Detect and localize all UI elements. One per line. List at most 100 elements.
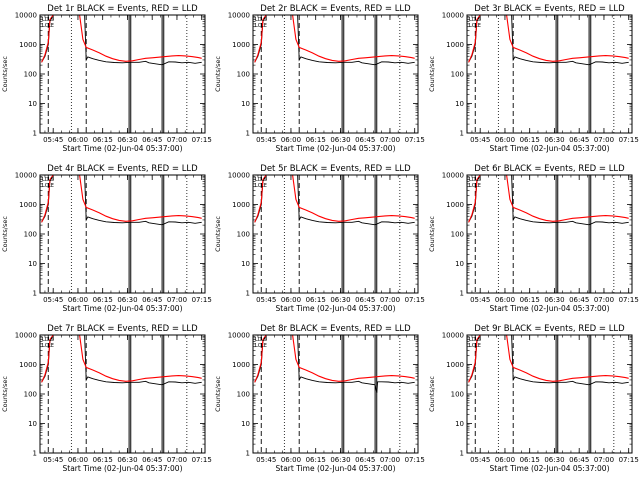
- series-group: [468, 15, 629, 66]
- y-tick-label: 1000: [446, 41, 464, 49]
- y-tick-label: 1000: [19, 41, 37, 49]
- y-tick-label: 10: [28, 100, 37, 108]
- x-tick-label: 05:45: [256, 136, 276, 144]
- y-tick-label: 10000: [15, 12, 37, 20]
- legend-marker-label: LE: [48, 343, 54, 349]
- x-tick-label: 05:45: [470, 456, 490, 464]
- lld-series-line: [468, 335, 629, 383]
- x-axis-label: Start Time (02-Jun-04 05:37:00): [276, 464, 396, 473]
- events-series-line: [468, 335, 629, 386]
- x-tick-label: 07:15: [192, 296, 212, 304]
- legend-marker-label: LD: [42, 337, 49, 343]
- y-tick-label: 10: [241, 260, 250, 268]
- legend-marker-label: LE: [261, 183, 267, 189]
- legend-marker-label: LE: [261, 343, 267, 349]
- legend-marker-label: LD: [255, 17, 262, 23]
- panel-title: Det 6r BLACK = Events, RED = LLD: [474, 164, 625, 174]
- x-tick-label: 07:15: [192, 136, 212, 144]
- legend-marker-label: LS: [475, 337, 481, 343]
- x-tick-label: 06:30: [117, 136, 137, 144]
- x-tick-label: 06:30: [544, 136, 564, 144]
- x-tick-label: 06:00: [281, 296, 301, 304]
- x-tick-label: 05:45: [470, 296, 490, 304]
- events-series-line: [254, 15, 415, 66]
- x-axis-label: Start Time (02-Jun-04 05:37:00): [63, 304, 183, 313]
- legend-marker-label: LS: [48, 177, 54, 183]
- x-tick-label: 06:00: [495, 136, 515, 144]
- x-axis-label: Start Time (02-Jun-04 05:37:00): [276, 304, 396, 313]
- x-tick-label: 07:15: [405, 456, 425, 464]
- x-tick-label: 07:00: [594, 296, 614, 304]
- y-tick-label: 10: [28, 420, 37, 428]
- legend-marker-label: LE: [48, 23, 54, 29]
- legend-marker-label: LS: [48, 337, 54, 343]
- detector-panel: Det 2r BLACK = Events, RED = LLD Counts/s…: [214, 4, 425, 153]
- legend-marker-label: LC: [469, 343, 476, 349]
- x-tick-label: 07:15: [619, 136, 639, 144]
- legend-marker-label: LC: [42, 23, 49, 29]
- y-tick-label: 100: [451, 231, 464, 239]
- y-tick-label: 100: [237, 71, 250, 79]
- lld-series-line: [41, 15, 202, 63]
- y-tick-label: 1: [460, 450, 464, 458]
- x-tick-label: 06:00: [281, 456, 301, 464]
- x-tick-label: 07:00: [380, 456, 400, 464]
- y-tick-label: 1000: [232, 201, 250, 209]
- y-tick-label: 10000: [15, 172, 37, 180]
- series-group: [468, 335, 629, 386]
- y-tick-label: 10: [455, 420, 464, 428]
- y-tick-label: 1: [246, 450, 250, 458]
- x-tick-label: 06:00: [495, 456, 515, 464]
- detector-panel: Det 7r BLACK = Events, RED = LLD Counts/s…: [1, 324, 212, 473]
- legend-marker-label: LD: [469, 337, 476, 343]
- legend-marker-label: LS: [48, 17, 54, 23]
- y-tick-label: 100: [24, 391, 37, 399]
- x-tick-label: 06:30: [117, 296, 137, 304]
- lld-series-line: [254, 175, 415, 223]
- plot-frame: [466, 174, 633, 294]
- x-tick-label: 06:45: [355, 136, 375, 144]
- y-axis-label: Counts/sec: [428, 376, 436, 412]
- y-tick-label: 1000: [19, 361, 37, 369]
- series-group: [41, 175, 202, 226]
- detector-panel: Det 4r BLACK = Events, RED = LLD Counts/s…: [1, 164, 212, 313]
- x-tick-label: 06:15: [93, 136, 113, 144]
- legend-marker-label: LD: [42, 177, 49, 183]
- legend-marker-label: LE: [475, 183, 481, 189]
- y-axis-label: Counts/sec: [428, 216, 436, 252]
- y-tick-label: 10000: [442, 332, 464, 340]
- events-series-line: [468, 15, 629, 66]
- legend-marker-label: LE: [475, 343, 481, 349]
- x-tick-label: 05:45: [43, 136, 63, 144]
- x-tick-label: 06:15: [306, 136, 326, 144]
- legend-marker-label: LS: [261, 17, 267, 23]
- x-tick-label: 07:15: [619, 456, 639, 464]
- x-axis-label: Start Time (02-Jun-04 05:37:00): [490, 304, 610, 313]
- panel-title: Det 2r BLACK = Events, RED = LLD: [260, 4, 411, 14]
- x-tick-label: 05:45: [43, 456, 63, 464]
- y-tick-label: 10000: [442, 12, 464, 20]
- lld-series-line: [468, 15, 629, 63]
- x-tick-label: 06:45: [142, 296, 162, 304]
- panel-title: Det 8r BLACK = Events, RED = LLD: [260, 324, 411, 334]
- x-tick-label: 06:00: [281, 136, 301, 144]
- x-tick-label: 07:00: [167, 456, 187, 464]
- y-tick-label: 10000: [15, 332, 37, 340]
- x-tick-label: 06:45: [142, 136, 162, 144]
- y-tick-label: 1000: [19, 201, 37, 209]
- y-axis-label: Counts/sec: [214, 56, 222, 92]
- x-tick-label: 06:00: [68, 296, 88, 304]
- events-series-line: [254, 175, 415, 226]
- lld-series-line: [468, 175, 629, 223]
- y-tick-label: 100: [237, 391, 250, 399]
- panel-title: Det 9r BLACK = Events, RED = LLD: [474, 324, 625, 334]
- x-tick-label: 07:00: [594, 136, 614, 144]
- lld-series-line: [254, 15, 415, 63]
- legend-marker-label: LE: [261, 23, 267, 29]
- x-tick-label: 07:00: [380, 296, 400, 304]
- y-tick-label: 100: [237, 231, 250, 239]
- plot-frame: [252, 174, 419, 294]
- x-tick-label: 07:15: [405, 136, 425, 144]
- x-tick-label: 05:45: [470, 136, 490, 144]
